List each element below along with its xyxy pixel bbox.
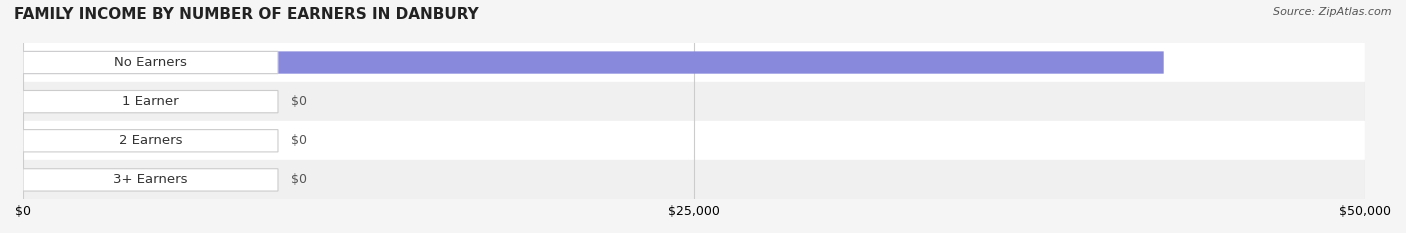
Text: FAMILY INCOME BY NUMBER OF EARNERS IN DANBURY: FAMILY INCOME BY NUMBER OF EARNERS IN DA… bbox=[14, 7, 479, 22]
FancyBboxPatch shape bbox=[22, 90, 278, 113]
FancyBboxPatch shape bbox=[22, 51, 1164, 74]
Text: $42,500: $42,500 bbox=[1177, 56, 1229, 69]
Bar bbox=[22, 82, 1365, 121]
Text: 2 Earners: 2 Earners bbox=[118, 134, 183, 147]
Bar bbox=[22, 121, 1365, 160]
Text: $0: $0 bbox=[291, 95, 308, 108]
FancyBboxPatch shape bbox=[22, 51, 278, 74]
Text: $0: $0 bbox=[291, 173, 308, 186]
FancyBboxPatch shape bbox=[22, 130, 278, 152]
FancyBboxPatch shape bbox=[22, 169, 278, 191]
Text: No Earners: No Earners bbox=[114, 56, 187, 69]
Text: 1 Earner: 1 Earner bbox=[122, 95, 179, 108]
Text: $0: $0 bbox=[291, 134, 308, 147]
Text: Source: ZipAtlas.com: Source: ZipAtlas.com bbox=[1274, 7, 1392, 17]
Bar bbox=[22, 43, 1365, 82]
Bar bbox=[22, 160, 1365, 199]
Text: 3+ Earners: 3+ Earners bbox=[114, 173, 188, 186]
